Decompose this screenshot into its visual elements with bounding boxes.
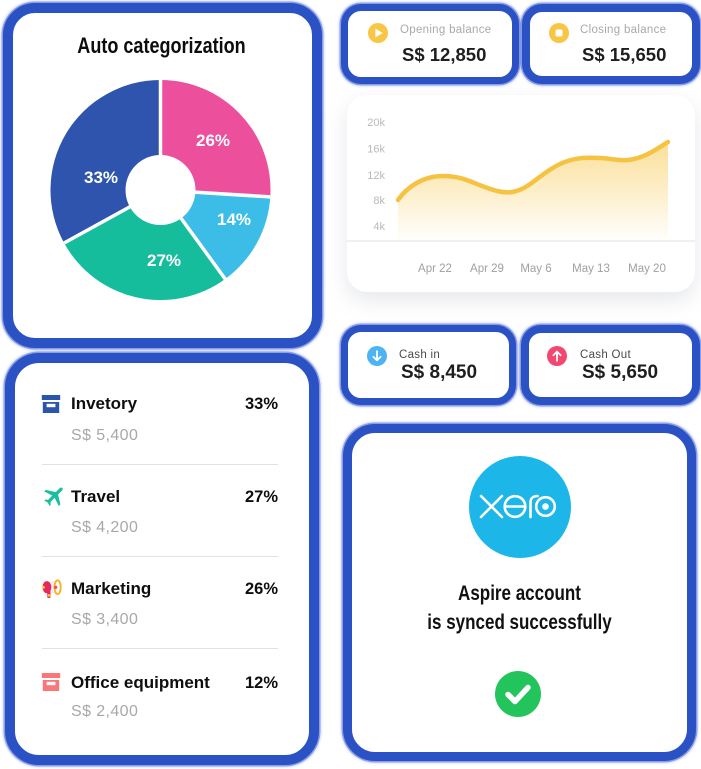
svg-text:Apr 22: Apr 22 xyxy=(418,263,452,275)
svg-text:20k: 20k xyxy=(367,117,385,129)
svg-text:Apr 29: Apr 29 xyxy=(470,263,504,275)
svg-text:16k: 16k xyxy=(367,144,385,156)
svg-text:8k: 8k xyxy=(373,195,385,207)
svg-text:4k: 4k xyxy=(373,221,385,233)
svg-text:May 13: May 13 xyxy=(572,263,610,275)
svg-text:12k: 12k xyxy=(367,170,385,182)
svg-text:May 6: May 6 xyxy=(520,263,551,275)
svg-text:May 20: May 20 xyxy=(628,263,666,275)
